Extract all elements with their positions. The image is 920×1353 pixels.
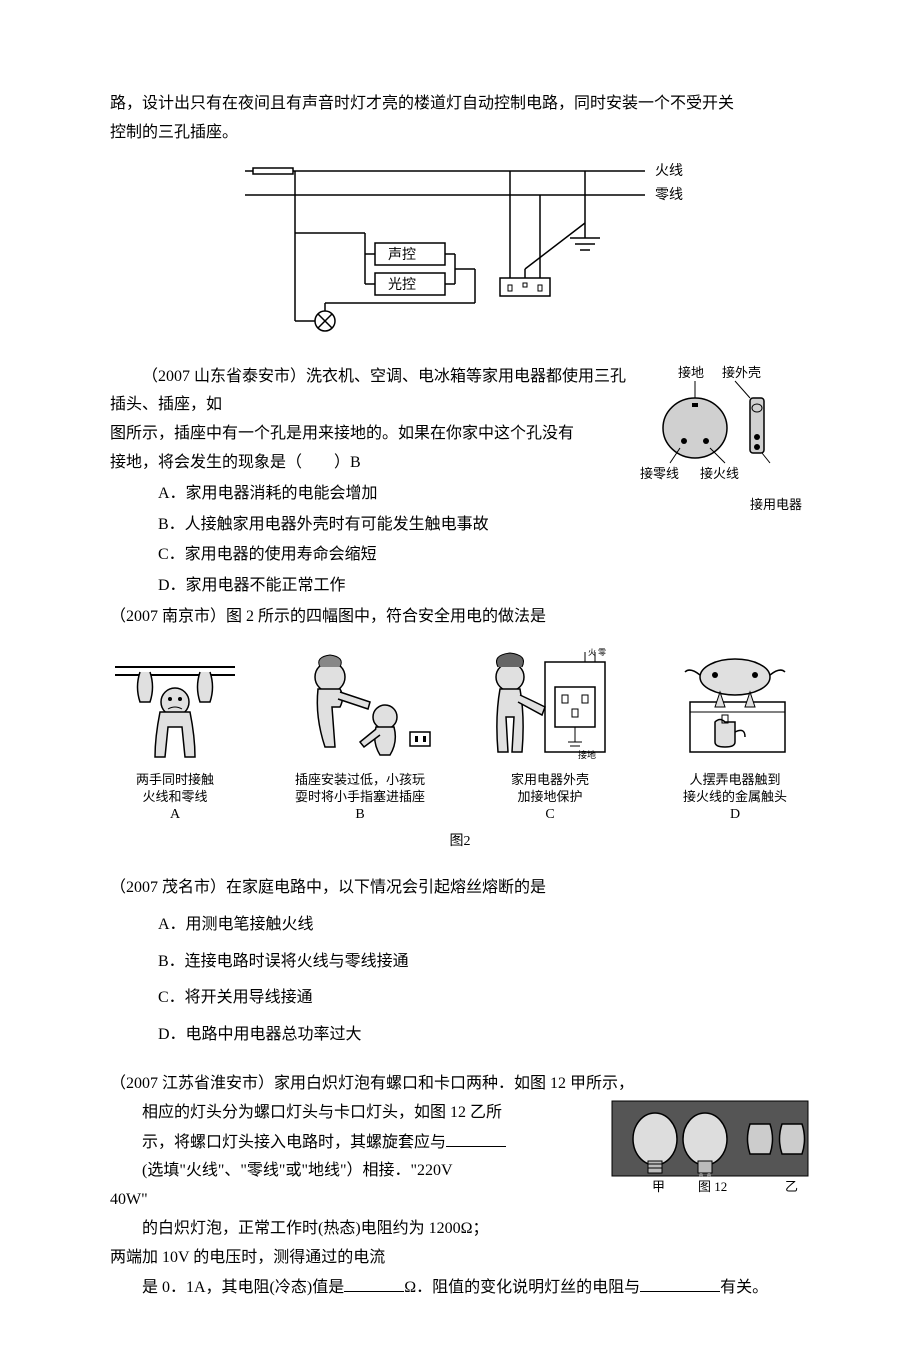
q2-text: （2007 南京市）图 2 所示的四幅图中，符合安全用电的做法是 (110, 603, 810, 632)
q3-optD: D．电路中用电器总功率过大 (158, 1021, 810, 1050)
q4-line6a: 是 0．1A，其电阻(冷态)值是 (142, 1279, 344, 1296)
q4-line6c: 有关。 (720, 1279, 768, 1296)
intro-text: 路，设计出只有在夜间且有声音时灯才亮的楼道灯自动控制电路，同时安装一个不受开关 … (110, 90, 810, 148)
panel-A: 两手同时接触 火线和零线 A (110, 647, 240, 824)
panelD-c1: 人摆弄电器触到 (660, 772, 810, 789)
svg-text:乙: 乙 (785, 1179, 798, 1194)
q4-line5b: 两端加 10V 的电压时，测得通过的电流 (110, 1244, 810, 1273)
blank-2 (344, 1273, 404, 1292)
q1-line2a: 图所示，插座中有一个孔是用来接地的。如果在你家中这个孔没有 (110, 420, 630, 449)
intro-line2: 控制的三孔插座。 (110, 124, 238, 141)
live-wire-label: 火线 (655, 163, 683, 179)
bulb-figure: 甲 图 12 乙 (610, 1099, 810, 1194)
svg-text:接零线: 接零线 (640, 466, 679, 481)
panelC-letter: C (480, 806, 620, 824)
panelC-c1: 家用电器外壳 (480, 772, 620, 789)
panelB-letter: B (280, 806, 440, 824)
q1-optD: D．家用电器不能正常工作 (158, 572, 630, 601)
svg-text:接地: 接地 (678, 365, 704, 380)
q3-optC: C．将开关用导线接通 (158, 984, 810, 1013)
light-control-label: 光控 (388, 277, 416, 293)
panelB-c1: 插座安装过低，小孩玩 (280, 772, 440, 789)
socket-diagram: 接地 接外壳 接零线 接火线 接用电器 (640, 363, 810, 513)
panelC-c2: 加接地保护 (480, 789, 620, 806)
q4-line2: 相应的灯头分为螺口灯头与卡口灯头，如图 12 乙所 (142, 1099, 600, 1128)
neutral-wire-label: 零线 (655, 187, 683, 203)
svg-text:接火线: 接火线 (700, 466, 739, 481)
panel-B: 插座安装过低，小孩玩 耍时将小手指塞进插座 B (280, 647, 440, 824)
panelA-letter: A (110, 806, 240, 824)
svg-text:甲: 甲 (652, 1179, 665, 1194)
circuit-diagram: 火线 零线 声控 光控 (110, 163, 810, 338)
q4-line6b: Ω．阻值的变化说明灯丝的电阻与 (404, 1279, 640, 1296)
blank-1 (446, 1128, 506, 1147)
sound-control-label: 声控 (388, 247, 416, 263)
panelD-c2: 接火线的金属触头 (660, 789, 810, 806)
q1-line1: （2007 山东省泰安市）洗衣机、空调、电冰箱等家用电器都使用三孔插头、插座，如 (110, 363, 630, 421)
svg-text:零: 零 (598, 648, 606, 657)
q4-line4a: (选填"火线"、"零线"或"地线"）相接．"220V (142, 1157, 600, 1186)
q3-optA: A．用测电笔接触火线 (158, 911, 810, 940)
panelD-letter: D (660, 806, 810, 824)
svg-text:接地: 接地 (578, 749, 596, 760)
panel-C: 火 零 接地 家用电器外壳 加接地保护 C (480, 647, 620, 824)
q4-line3a: 示，将螺口灯头接入电路时，其螺旋套应与 (142, 1134, 446, 1151)
question-1: （2007 山东省泰安市）洗衣机、空调、电冰箱等家用电器都使用三孔插头、插座，如… (110, 363, 810, 603)
q1-optB: B．人接触家用电器外壳时有可能发生触电事故 (158, 511, 630, 540)
q3-text: （2007 茂名市）在家庭电路中，以下情况会引起熔丝熔断的是 (110, 874, 810, 903)
question-4: （2007 江苏省淮安市）家用白炽灯泡有螺口和卡口两种．如图 12 甲所示， 相… (110, 1070, 810, 1303)
q1-line2b: 接地，将会发生的现象是（ ）B (110, 449, 630, 478)
four-panel-figure: 两手同时接触 火线和零线 A 插座安装过低，小孩玩 耍时将小手指塞进插座 B (110, 647, 810, 824)
q3-optB: B．连接电路时误将火线与零线接通 (158, 948, 810, 977)
q4-line4b: 40W" (110, 1186, 600, 1215)
q4-line5: 的白炽灯泡，正常工作时(热态)电阻约为 1200Ω； (142, 1220, 489, 1237)
panel-D: 人摆弄电器触到 接火线的金属触头 D (660, 647, 810, 824)
q4-line1: （2007 江苏省淮安市）家用白炽灯泡有螺口和卡口两种．如图 12 甲所示， (110, 1070, 810, 1099)
q1-optA: A．家用电器消耗的电能会增加 (158, 480, 630, 509)
svg-text:接外壳: 接外壳 (722, 365, 761, 380)
question-3: （2007 茂名市）在家庭电路中，以下情况会引起熔丝熔断的是 A．用测电笔接触火… (110, 874, 810, 1050)
blank-3 (640, 1273, 720, 1292)
q1-optC: C．家用电器的使用寿命会缩短 (158, 541, 630, 570)
panelA-c1: 两手同时接触 (110, 772, 240, 789)
intro-line1: 路，设计出只有在夜间且有声音时灯才亮的楼道灯自动控制电路，同时安装一个不受开关 (110, 95, 734, 112)
svg-text:火: 火 (588, 648, 596, 657)
panelB-c2: 耍时将小手指塞进插座 (280, 789, 440, 806)
panelA-c2: 火线和零线 (110, 789, 240, 806)
q2-fig-label: 图2 (110, 829, 810, 854)
svg-text:接用电器: 接用电器 (750, 497, 802, 512)
question-2: （2007 南京市）图 2 所示的四幅图中，符合安全用电的做法是 两手同时接触 … (110, 603, 810, 854)
svg-text:图 12: 图 12 (698, 1179, 727, 1194)
